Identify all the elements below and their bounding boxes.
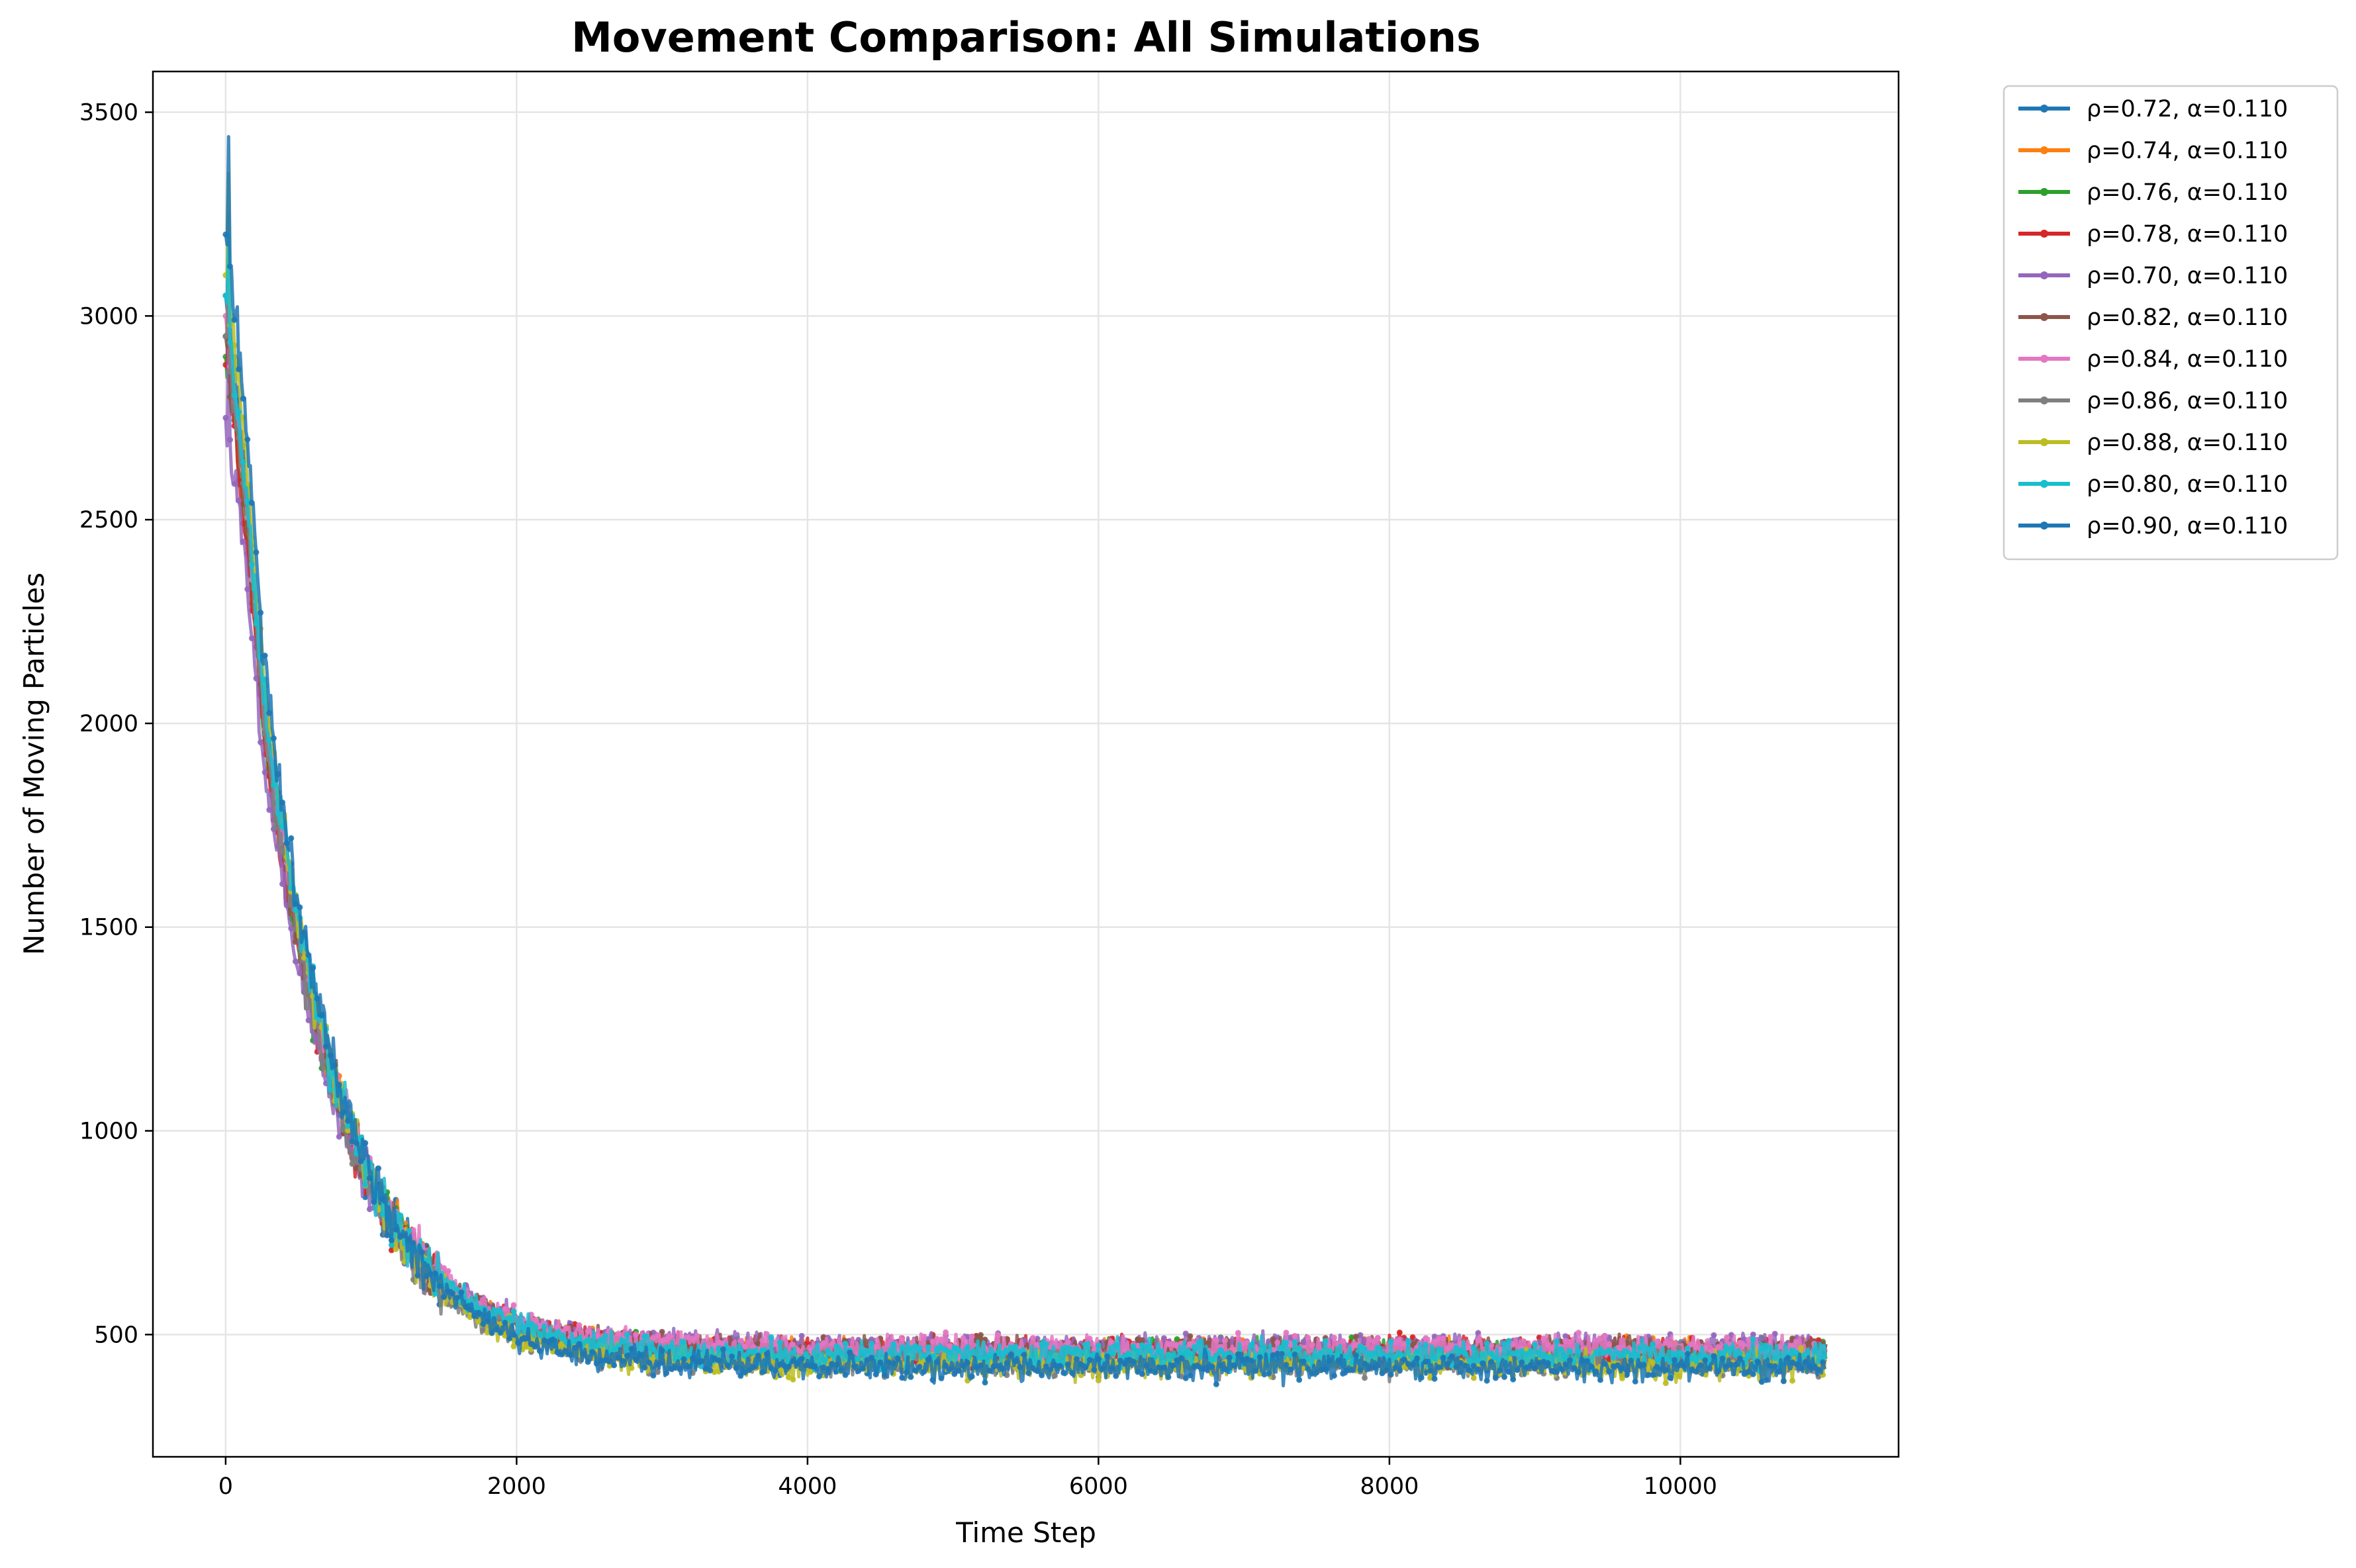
legend-item: ρ=0.72, α=0.110 <box>2018 96 2288 122</box>
legend-label: ρ=0.86, α=0.110 <box>2087 388 2288 414</box>
legend-marker <box>2040 355 2048 363</box>
legend-marker <box>2040 146 2048 154</box>
series-points <box>222 231 1826 1387</box>
legend-marker <box>2040 105 2048 113</box>
legend-marker <box>2040 480 2048 488</box>
x-tick-label: 6000 <box>1069 1473 1128 1500</box>
series-line <box>224 135 1827 1388</box>
legend-label: ρ=0.90, α=0.110 <box>2087 513 2288 539</box>
legend-marker <box>2040 230 2048 238</box>
legend-item: ρ=0.86, α=0.110 <box>2018 388 2288 414</box>
series-layer <box>222 135 1828 1388</box>
y-tick-label: 3500 <box>79 100 138 126</box>
y-tick-label: 3000 <box>79 303 138 330</box>
legend-box <box>2003 85 2339 561</box>
x-tick-label: 2000 <box>487 1473 546 1500</box>
legend-label: ρ=0.70, α=0.110 <box>2087 263 2288 289</box>
legend-marker <box>2040 188 2048 196</box>
x-tick-label: 0 <box>218 1473 233 1500</box>
legend-item: ρ=0.88, α=0.110 <box>2018 430 2288 456</box>
plot-frame <box>152 70 1900 1458</box>
y-tick-label: 500 <box>94 1322 138 1348</box>
legend-item: ρ=0.74, α=0.110 <box>2018 138 2288 164</box>
legend-item: ρ=0.80, α=0.110 <box>2018 471 2288 498</box>
legend-label: ρ=0.76, α=0.110 <box>2087 179 2288 206</box>
legend-label: ρ=0.74, α=0.110 <box>2087 138 2288 164</box>
legend-item: ρ=0.90, α=0.110 <box>2018 513 2288 539</box>
legend-item: ρ=0.82, α=0.110 <box>2018 304 2288 331</box>
y-tick-label: 2000 <box>79 711 138 737</box>
legend-label: ρ=0.78, α=0.110 <box>2087 221 2288 248</box>
chart-title: Movement Comparison: All Simulations <box>571 13 1481 62</box>
legend-marker <box>2040 438 2048 446</box>
series-11 <box>222 135 1827 1388</box>
legend: ρ=0.72, α=0.110 ρ=0.74, α=0.110 ρ=0.76, α=… <box>2003 85 2339 561</box>
legend-item: ρ=0.70, α=0.110 <box>2018 263 2288 289</box>
legend-item: ρ=0.78, α=0.110 <box>2018 221 2288 248</box>
legend-label: ρ=0.88, α=0.110 <box>2087 430 2288 456</box>
x-axis-label: Time Step <box>955 1516 1096 1549</box>
legend-item: ρ=0.84, α=0.110 <box>2018 346 2288 373</box>
x-tick-label: 10000 <box>1644 1473 1717 1500</box>
legend-label: ρ=0.82, α=0.110 <box>2087 304 2288 331</box>
legend-item: ρ=0.76, α=0.110 <box>2018 179 2288 206</box>
y-tick-label: 1000 <box>79 1119 138 1145</box>
legend-marker <box>2040 313 2048 321</box>
grid <box>153 71 1899 1457</box>
legend-marker <box>2040 271 2048 279</box>
legend-label: ρ=0.84, α=0.110 <box>2087 346 2288 373</box>
y-tick-label: 1500 <box>79 915 138 941</box>
legend-label: ρ=0.80, α=0.110 <box>2087 471 2288 498</box>
legend-marker <box>2040 396 2048 404</box>
x-tick-label: 8000 <box>1360 1473 1419 1500</box>
legend-label: ρ=0.72, α=0.110 <box>2087 96 2288 122</box>
legend-marker <box>2040 522 2048 530</box>
y-axis-label: Number of Moving Particles <box>18 573 50 955</box>
y-tick-label: 2500 <box>79 507 138 533</box>
ticks: 0 2000 4000 6000 8000 10000 500 1000 1500 2000 250… <box>79 100 1717 1500</box>
x-tick-label: 4000 <box>778 1473 837 1500</box>
